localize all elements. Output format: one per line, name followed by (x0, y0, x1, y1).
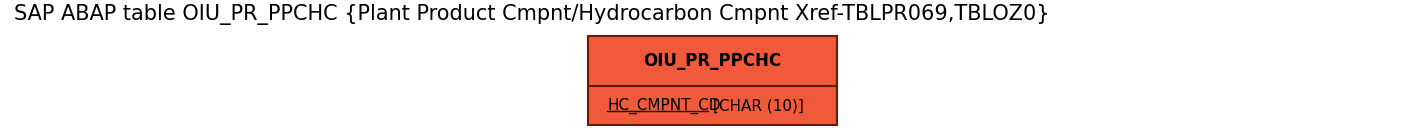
Bar (587, 36, 836, 86)
Text: HC_CMPNT_CD: HC_CMPNT_CD (607, 98, 721, 114)
Text: SAP ABAP table OIU_PR_PPCHC {Plant Product Cmpnt/Hydrocarbon Cmpnt Xref-TBLPR069: SAP ABAP table OIU_PR_PPCHC {Plant Produ… (14, 4, 1050, 25)
Bar (587, 86, 836, 125)
Text: [CHAR (10)]: [CHAR (10)] (708, 98, 804, 113)
Text: OIU_PR_PPCHC: OIU_PR_PPCHC (644, 52, 781, 70)
